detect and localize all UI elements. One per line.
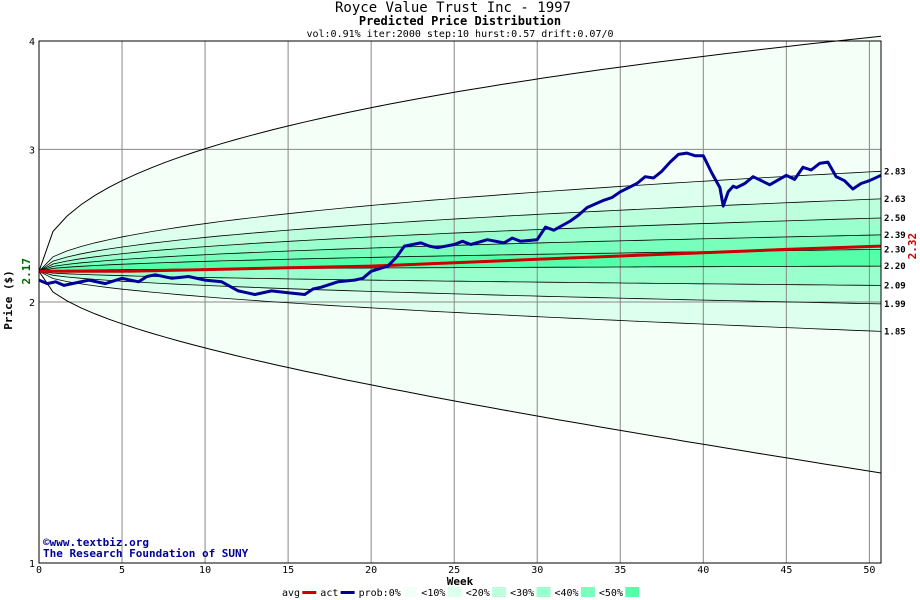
legend-swatch-act <box>340 591 355 594</box>
y-axis-label: Price ($) <box>2 270 15 330</box>
legend-label: <40% <box>555 588 579 599</box>
series-lines <box>38 151 882 296</box>
x-tick-label: 0 <box>36 565 42 576</box>
boundary-8 <box>38 270 882 332</box>
legend-swatch <box>403 587 418 597</box>
y-tick-label: 3 <box>29 145 35 156</box>
envelope-upper <box>38 35 882 272</box>
band-boundaries <box>38 35 882 474</box>
organization-text: The Research Foundation of SUNY <box>43 547 249 560</box>
axes: 0 5 10 15 20 25 30 35 40 45 50 1 2 3 4 <box>29 37 882 576</box>
end-value-label: 1.99 <box>884 300 906 310</box>
legend-label: <30% <box>510 588 534 599</box>
x-tick-label: 25 <box>448 565 460 576</box>
end-value-label: 2.83 <box>884 167 906 177</box>
x-tick-label: 10 <box>199 565 211 576</box>
legend-label: act <box>320 588 338 599</box>
end-value-label-avg: 2.32 <box>906 233 919 260</box>
plot-border <box>38 40 882 564</box>
x-tick-label: 5 <box>119 565 125 576</box>
legend: avg act prob:0% <10% <20% <30% <40% <50% <box>282 587 640 599</box>
end-value-label: 2.09 <box>884 281 906 291</box>
envelope-lower <box>38 271 882 474</box>
legend-swatch <box>580 587 595 597</box>
y-tick-label: 2 <box>29 298 35 309</box>
boundary-3 <box>38 234 882 272</box>
end-value-label: 2.63 <box>884 195 906 205</box>
start-value-label: 2.17 <box>20 258 33 285</box>
x-tick-label: 35 <box>614 565 626 576</box>
legend-label: <50% <box>599 588 623 599</box>
legend-swatch-avg <box>302 591 317 594</box>
boundary-7 <box>38 270 882 305</box>
copyright-text: ©www.textbiz.org <box>43 536 149 549</box>
series-act <box>38 151 882 296</box>
x-tick-label: 45 <box>780 565 792 576</box>
y-tick-label: 1 <box>29 559 35 570</box>
legend-label: prob:0% <box>359 588 401 599</box>
boundary-0 <box>38 170 882 272</box>
end-value-label: 2.39 <box>884 231 906 241</box>
boundary-2 <box>38 217 882 272</box>
series-avg <box>39 244 882 273</box>
legend-label: <20% <box>466 588 490 599</box>
y-tick-label: 4 <box>29 37 35 48</box>
x-axis-label: Week <box>447 575 474 588</box>
end-value-label: 1.85 <box>884 327 906 337</box>
legend-swatch <box>492 587 507 597</box>
end-value-label: 2.50 <box>884 214 906 224</box>
probability-bands <box>39 36 881 474</box>
legend-label: <10% <box>421 588 445 599</box>
x-tick-label: 50 <box>863 565 875 576</box>
end-value-label: 2.30 <box>884 245 906 255</box>
chart-title: Royce Value Trust Inc - 1997 <box>335 0 571 16</box>
x-tick-label: 20 <box>365 565 377 576</box>
legend-swatch <box>625 587 640 597</box>
x-tick-label: 30 <box>531 565 543 576</box>
end-value-label: 2.20 <box>884 262 906 272</box>
x-tick-label: 40 <box>697 565 709 576</box>
legend-swatch <box>447 587 462 597</box>
chart-subtitle: Predicted Price Distribution <box>359 14 561 28</box>
x-tick-label: 15 <box>282 565 294 576</box>
legend-label: avg <box>282 588 300 599</box>
chart-params: vol:0.91% iter:2000 step:10 hurst:0.57 d… <box>306 29 613 40</box>
legend-swatch <box>536 587 551 597</box>
value-labels: 2.83 2.63 2.50 2.39 2.30 2.20 2.09 1.99 1.85 2.17… <box>20 167 919 337</box>
boundary-1 <box>38 198 882 272</box>
